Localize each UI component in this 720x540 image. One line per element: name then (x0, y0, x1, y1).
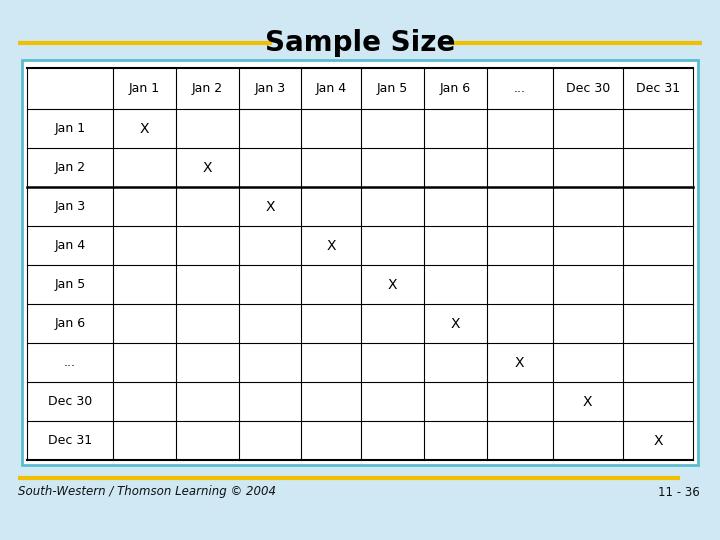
Text: X: X (140, 122, 149, 136)
Text: Jan 3: Jan 3 (55, 200, 86, 213)
Text: Jan 2: Jan 2 (192, 82, 222, 95)
Text: Jan 5: Jan 5 (377, 82, 408, 95)
Bar (22, 60, 698, 465)
Text: Dec 30: Dec 30 (566, 82, 610, 95)
Text: ...: ... (64, 356, 76, 369)
Text: Jan 4: Jan 4 (55, 239, 86, 252)
Text: X: X (202, 161, 212, 175)
Text: South-Western / Thomson Learning © 2004: South-Western / Thomson Learning © 2004 (18, 485, 276, 498)
Text: Dec 31: Dec 31 (636, 82, 680, 95)
Text: Jan 5: Jan 5 (54, 278, 86, 291)
Text: Jan 1: Jan 1 (55, 122, 86, 136)
Text: Jan 1: Jan 1 (129, 82, 160, 95)
Text: Sample Size: Sample Size (265, 29, 455, 57)
Text: Jan 4: Jan 4 (315, 82, 347, 95)
Text: X: X (326, 239, 336, 253)
Text: ...: ... (513, 82, 526, 95)
Text: X: X (583, 395, 593, 409)
Text: X: X (653, 434, 662, 448)
Text: Dec 30: Dec 30 (48, 395, 92, 408)
Text: X: X (387, 278, 397, 292)
Text: X: X (451, 316, 460, 330)
Text: Jan 6: Jan 6 (55, 317, 86, 330)
Text: 11 - 36: 11 - 36 (658, 485, 700, 498)
Text: X: X (515, 356, 524, 369)
Text: Jan 3: Jan 3 (254, 82, 286, 95)
Text: Dec 31: Dec 31 (48, 434, 92, 447)
Text: X: X (265, 200, 275, 214)
Text: Jan 6: Jan 6 (440, 82, 471, 95)
Text: Jan 2: Jan 2 (55, 161, 86, 174)
